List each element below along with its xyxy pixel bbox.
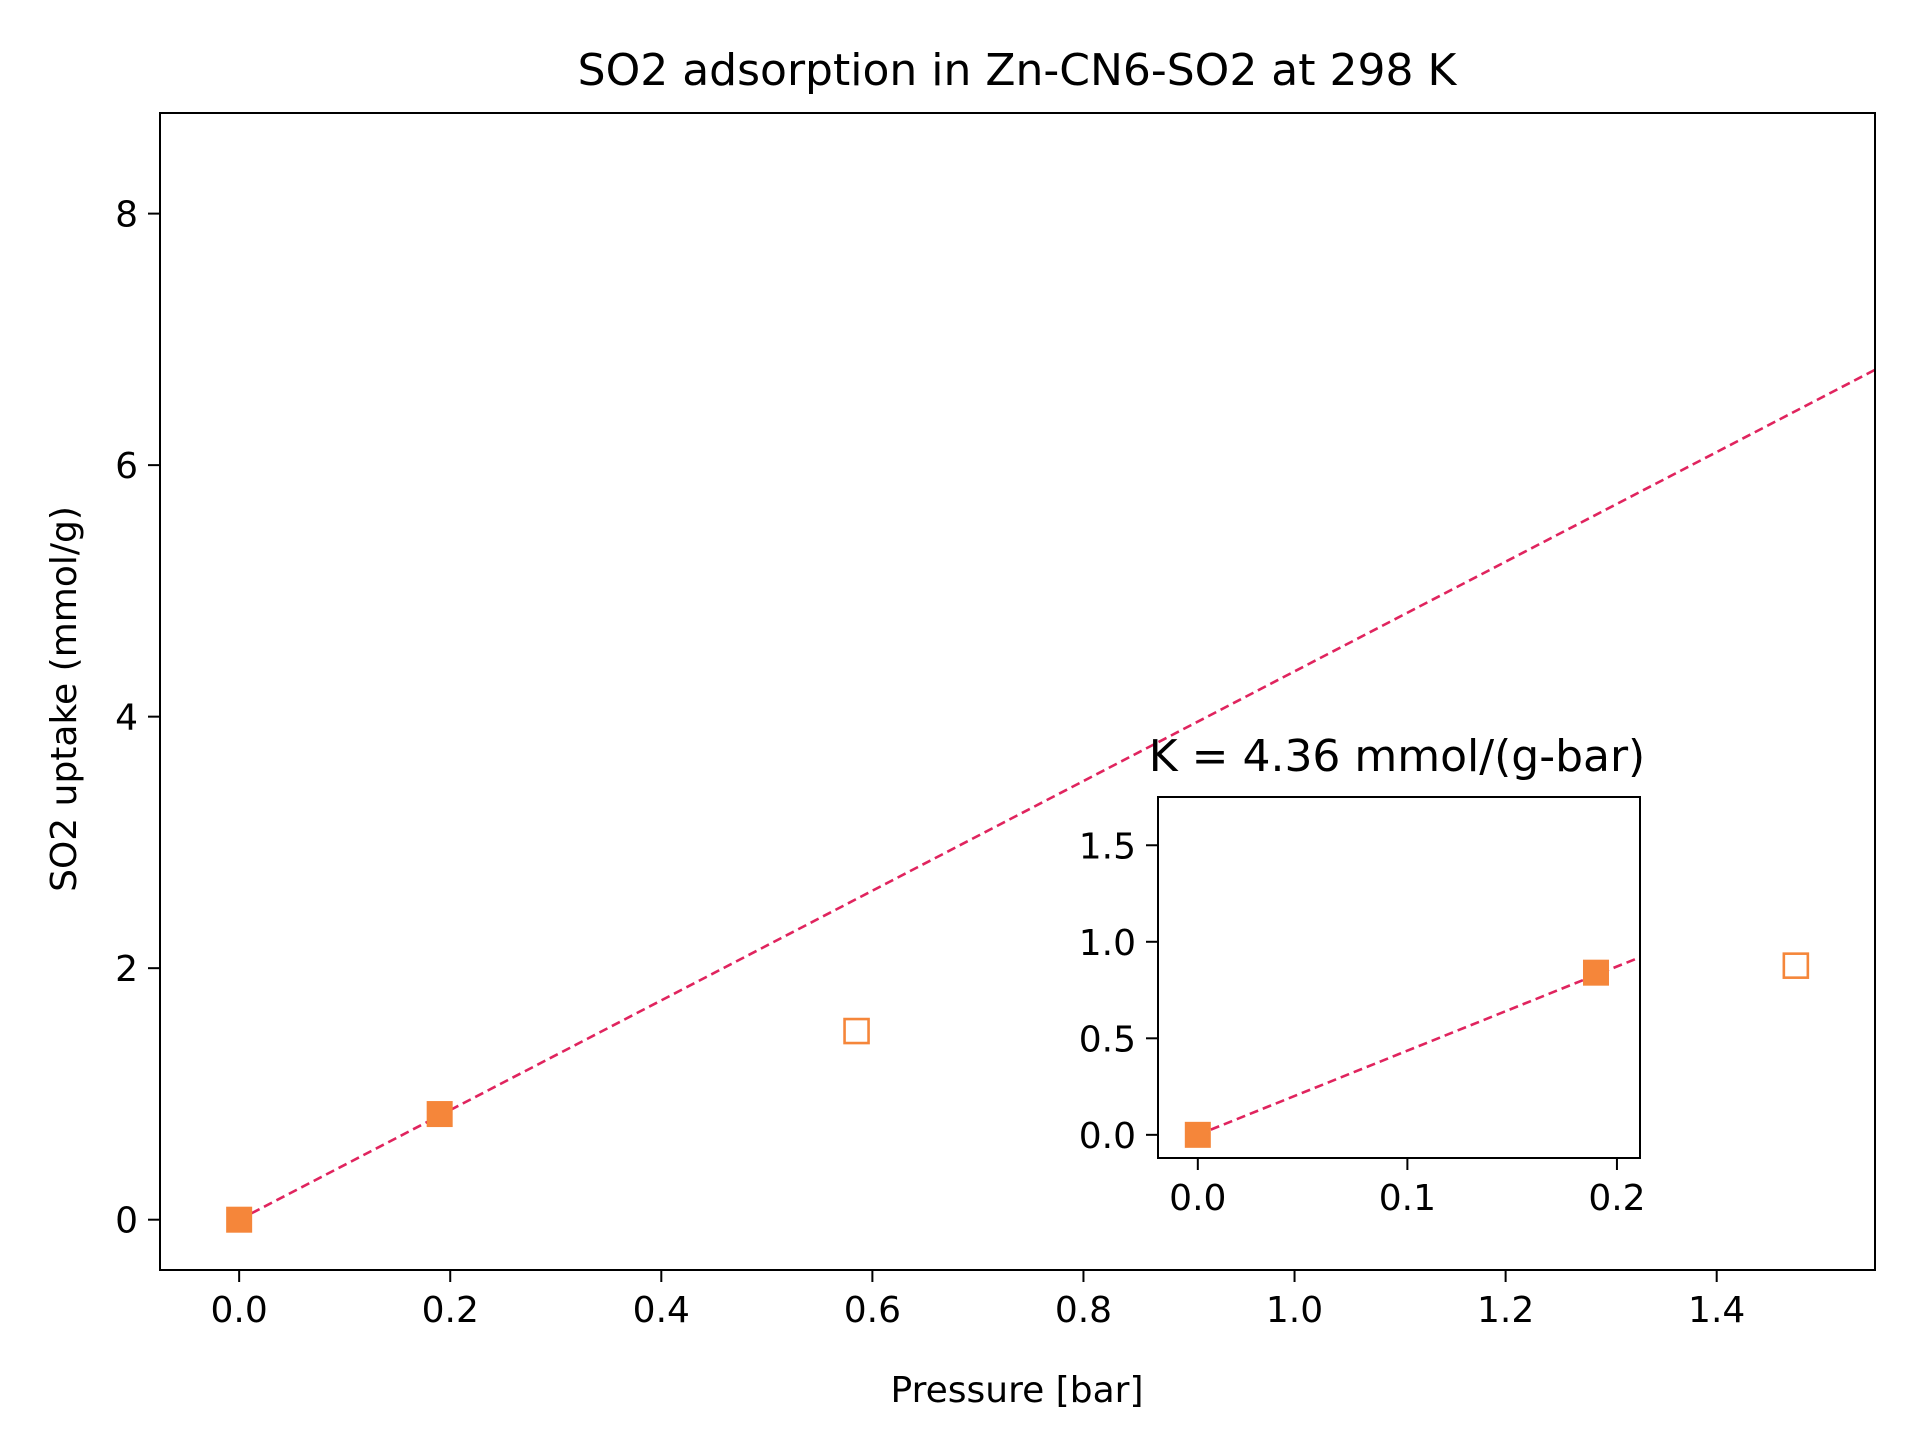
- x-tick-label: 0.2: [422, 1290, 479, 1331]
- y-tick-label: 2: [115, 949, 138, 990]
- inset-background: [1158, 797, 1640, 1158]
- inset-data-point: [1582, 959, 1609, 986]
- fit-data-point: [426, 1101, 453, 1128]
- inset-x-tick-label: 0.2: [1588, 1178, 1645, 1219]
- inset-x-tick-label: 0.1: [1379, 1178, 1436, 1219]
- inset-y-tick-label: 1.0: [1079, 923, 1136, 964]
- inset-y-tick-label: 0.5: [1079, 1019, 1136, 1060]
- x-tick-label: 1.4: [1688, 1290, 1745, 1331]
- chart-title: SO2 adsorption in Zn-CN6-SO2 at 298 K: [578, 45, 1458, 96]
- inset-fit-line: [1197, 956, 1641, 1137]
- inset-plot-frame: [1157, 796, 1641, 1159]
- x-tick-label: 1.0: [1266, 1290, 1323, 1331]
- inset-y-tick-label: 0.0: [1079, 1116, 1136, 1157]
- x-tick-label: 0.8: [1055, 1290, 1112, 1331]
- main-plot-frame: [159, 112, 1876, 1271]
- fit-data-point: [226, 1206, 253, 1233]
- inset-data-point: [1184, 1121, 1211, 1148]
- y-axis-label: SO2 uptake (mmol/g): [44, 506, 85, 892]
- x-tick-label: 1.2: [1477, 1290, 1534, 1331]
- inset-x-tick-label: 0.0: [1169, 1178, 1226, 1219]
- x-tick-label: 0.4: [633, 1290, 690, 1331]
- x-tick-label: 0.6: [844, 1290, 901, 1331]
- x-axis-label: Pressure [bar]: [891, 1370, 1144, 1411]
- main-axes: 0.0 0.2 0.4 0.6 0.8 1.0 1.2 1.4 0 2 4 6 8: [115, 112, 1876, 1331]
- inset-y-tick-label: 1.5: [1079, 826, 1136, 867]
- inset-title: K = 4.36 mmol/(g-bar): [1149, 731, 1645, 782]
- inset-fit-line-group: [1197, 956, 1641, 1137]
- inset-ticks: 0.0 0.1 0.2 0.0 0.5 1.0 1.5: [1079, 826, 1646, 1219]
- main-ticks: 0.0 0.2 0.4 0.6 0.8 1.0 1.2 1.4 0 2 4 6 8: [115, 195, 1745, 1331]
- y-tick-label: 8: [115, 195, 138, 236]
- inset-points: [1184, 959, 1609, 1148]
- data-point: [843, 1017, 870, 1045]
- main-points: [226, 952, 1810, 1233]
- inset-chart: K = 4.36 mmol/(g-bar) 0.0 0.1 0.2 0.0 0.5 1.0…: [1079, 731, 1646, 1219]
- data-point: [1782, 952, 1810, 979]
- y-tick-label: 4: [115, 698, 138, 739]
- x-tick-label: 0.0: [211, 1290, 268, 1331]
- y-tick-label: 6: [115, 446, 138, 487]
- y-tick-label: 0: [115, 1201, 138, 1242]
